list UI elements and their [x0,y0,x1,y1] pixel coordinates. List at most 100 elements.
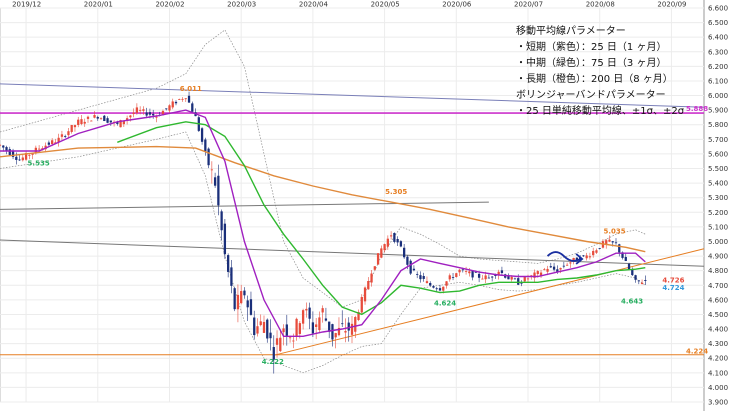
candle-body [230,267,233,286]
annotation-label: 4.724 [662,284,684,292]
candle-body [471,270,474,278]
y-tick-label: 5.800 [708,121,728,129]
candle-body [174,101,178,104]
candle-body [464,271,468,272]
candle-body [279,337,282,352]
candle-body [341,323,344,325]
x-tick-label: 2020/03 [227,1,256,9]
candle-body [435,288,438,290]
candle-body [191,103,194,112]
candle-body [47,142,51,145]
candle-body [305,308,308,311]
candle-body [605,240,608,245]
legend-line: ・長期（橙色）：200 日（8 ヶ月） [516,72,673,85]
candle-body [494,274,497,277]
candle-body [442,286,445,291]
candle-body [455,273,458,278]
candle-body [373,266,376,270]
candle-body [90,120,93,122]
candle-body [269,332,272,339]
candle-body [350,323,354,335]
y-tick-label: 4.200 [708,355,728,363]
candle-body [425,281,429,284]
annotation-label: 5.888 [686,105,708,113]
candle-body [240,291,243,304]
candle-body [497,271,500,276]
candle-body [438,288,442,291]
candle-body [37,148,41,150]
x-tick-label: 2020/02 [155,1,184,9]
legend-line: ・中期（緑色）：75 日（3 ヶ月） [516,56,666,69]
candle-body [399,241,403,247]
candle-body [262,321,266,333]
candle-body [331,324,334,340]
candle-body [51,140,54,145]
candle-body [301,310,305,324]
candle-body [481,278,484,280]
y-tick-label: 6.000 [708,92,728,100]
y-tick-label: 4.700 [708,282,728,290]
y-tick-label: 6.300 [708,48,728,56]
y-tick-label: 4.500 [708,311,728,319]
candle-body [57,137,60,143]
candle-body [533,272,536,278]
candle-body [556,269,559,273]
y-tick-label: 6.500 [708,19,728,27]
candle-body [227,255,230,272]
candle-body [292,340,295,342]
candle-body [517,278,520,285]
candle-body [376,253,380,265]
candle-body [135,107,139,113]
candle-body [640,282,644,284]
candle-body [2,145,5,148]
legend-line: 移動平均線パラメーター [516,24,626,37]
candle-body [614,242,618,244]
trend-line [0,201,489,210]
x-tick-label: 2020/05 [371,1,400,9]
candle-body [487,277,491,279]
annotation-label: 5.535 [28,159,50,167]
candle-body [148,112,152,115]
trend-line [0,239,705,267]
candle-body [507,276,510,280]
candle-body [5,147,8,151]
candle-body [448,275,451,280]
candle-body [500,270,504,274]
y-tick-label: 5.600 [708,150,728,158]
candle-body [360,297,363,313]
candle-body [161,110,165,116]
candle-body [523,276,526,282]
candle-body [282,328,285,333]
y-tick-label: 4.100 [708,369,728,377]
candle-body [200,128,204,142]
candle-body [178,99,181,100]
candle-body [582,255,585,257]
candle-body [24,153,28,160]
candle-body [520,282,523,284]
candle-body [217,175,220,206]
candle-body [569,262,572,264]
candle-body [354,317,357,332]
candle-body [116,122,119,124]
y-tick-label: 4.400 [708,326,728,334]
candle-body [624,256,627,262]
candle-body [122,121,125,125]
candle-body [139,109,142,111]
candle-body [334,333,337,338]
candle-body [562,265,565,267]
candle-body [285,324,288,336]
candle-body [266,319,269,339]
annotation-label: 4.643 [621,298,643,306]
candle-body [28,154,31,156]
candle-body [445,281,448,286]
candle-body [129,115,132,118]
candle-body [337,327,341,336]
y-tick-label: 5.100 [708,223,728,231]
candle-body [634,275,637,280]
candle-body [288,337,292,339]
candle-body [295,318,298,336]
candle-body [99,118,103,120]
candle-body [103,115,106,122]
candle-body [409,260,412,274]
candle-body [468,271,471,274]
